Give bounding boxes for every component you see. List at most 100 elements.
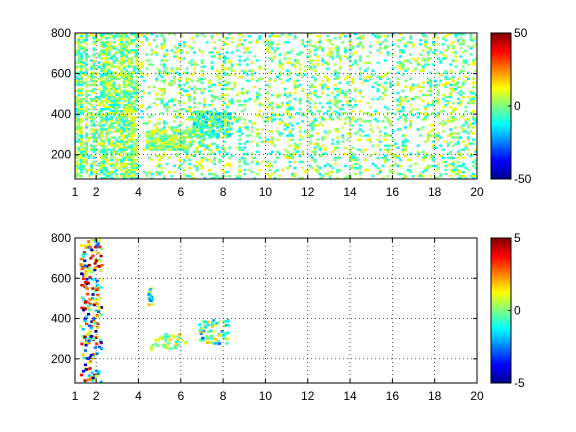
heatmap-cell: [353, 33, 357, 36]
heatmap-cell: [100, 156, 104, 160]
heatmap-cell: [102, 146, 106, 149]
heatmap-cell: [245, 99, 249, 103]
heatmap-cell: [396, 103, 400, 107]
heatmap-cell: [81, 253, 85, 256]
heatmap-cell: [384, 39, 387, 42]
colorbar-tick-label: 0: [514, 304, 521, 318]
heatmap-cell: [446, 164, 450, 168]
heatmap-cell: [130, 75, 134, 79]
heatmap-cell: [87, 112, 91, 115]
heatmap-cell: [160, 132, 164, 135]
heatmap-cell: [150, 49, 154, 52]
heatmap-cell: [441, 93, 445, 97]
heatmap-cell: [105, 148, 109, 152]
heatmap-cell: [112, 146, 116, 149]
x-tick-label: 1: [72, 185, 79, 199]
heatmap-cell: [207, 337, 211, 341]
heatmap-cell: [148, 288, 152, 291]
heatmap-cell: [206, 323, 210, 327]
heatmap-cell: [469, 89, 473, 93]
heatmap-cell: [313, 118, 317, 121]
heatmap-cell: [80, 37, 83, 40]
heatmap-cell: [125, 114, 129, 117]
heatmap-cell: [77, 73, 81, 76]
heatmap-cell: [107, 138, 111, 141]
heatmap-cell: [122, 53, 126, 56]
heatmap-cell: [92, 150, 96, 154]
heatmap-cell: [162, 89, 166, 93]
heatmap-cell: [409, 158, 413, 162]
heatmap-cell: [92, 132, 96, 135]
heatmap-cell: [358, 35, 362, 38]
heatmap-cell: [243, 142, 247, 145]
heatmap-cell: [298, 97, 302, 101]
heatmap-cell: [318, 148, 322, 152]
heatmap-cell: [248, 134, 252, 137]
heatmap-cell: [286, 103, 289, 107]
heatmap-cell: [381, 176, 385, 180]
heatmap-cell: [87, 35, 91, 38]
heatmap-cell: [80, 63, 83, 66]
heatmap-cell: [298, 83, 302, 87]
heatmap-cell: [439, 136, 443, 139]
heatmap-cell: [286, 154, 289, 158]
heatmap-cell: [97, 132, 101, 135]
heatmap-cell: [436, 89, 440, 93]
heatmap-cell: [92, 130, 96, 133]
heatmap-cell: [80, 71, 83, 74]
heatmap-cell: [90, 65, 93, 68]
heatmap-cell: [198, 124, 202, 127]
heatmap-cell: [100, 116, 104, 119]
heatmap-cell: [401, 150, 405, 154]
heatmap-cell: [230, 116, 234, 119]
heatmap-cell: [436, 166, 440, 170]
heatmap-cell: [117, 51, 121, 54]
heatmap-cell: [122, 59, 126, 62]
heatmap-cell: [286, 110, 289, 113]
heatmap-cell: [140, 33, 144, 36]
heatmap-cell: [308, 110, 312, 113]
heatmap-cell: [125, 95, 129, 99]
heatmap-cell: [185, 132, 189, 135]
heatmap-cell: [424, 154, 428, 158]
heatmap-cell: [301, 120, 305, 123]
heatmap-cell: [343, 176, 347, 180]
heatmap-cell: [188, 108, 191, 111]
heatmap-cell: [135, 63, 139, 66]
heatmap-cell: [117, 91, 121, 95]
heatmap-cell: [456, 172, 460, 176]
heatmap-cell: [77, 93, 81, 97]
heatmap-cell: [464, 176, 468, 180]
heatmap-cell: [225, 87, 229, 91]
heatmap-cell: [105, 106, 109, 109]
heatmap-cell: [286, 124, 289, 127]
heatmap-cell: [263, 140, 267, 143]
heatmap-cell: [223, 118, 227, 121]
heatmap-cell: [258, 37, 262, 40]
heatmap-cell: [135, 172, 139, 176]
heatmap-cell: [366, 75, 370, 79]
heatmap-cell: [183, 43, 186, 46]
heatmap-cell: [167, 83, 171, 87]
heatmap-cell: [190, 87, 194, 91]
heatmap-cell: [441, 124, 445, 127]
heatmap-cell: [316, 144, 320, 147]
heatmap-cell: [130, 148, 134, 152]
heatmap-cell: [436, 93, 440, 97]
heatmap-cell: [130, 158, 134, 162]
heatmap-cell: [439, 61, 443, 64]
heatmap-cell: [88, 276, 92, 279]
heatmap-cell: [353, 162, 357, 166]
heatmap-cell: [82, 41, 86, 44]
heatmap-cell: [399, 51, 403, 54]
heatmap-cell: [82, 160, 86, 164]
colorbar-tick-labels: -505: [508, 231, 525, 390]
heatmap-cell: [127, 101, 131, 105]
heatmap-cell: [188, 99, 191, 103]
heatmap-cell: [82, 299, 86, 302]
heatmap-cell: [85, 69, 88, 72]
heatmap-cell: [288, 33, 292, 36]
heatmap-cell: [255, 95, 259, 99]
heatmap-cell: [328, 101, 332, 105]
heatmap-cell: [258, 67, 262, 70]
